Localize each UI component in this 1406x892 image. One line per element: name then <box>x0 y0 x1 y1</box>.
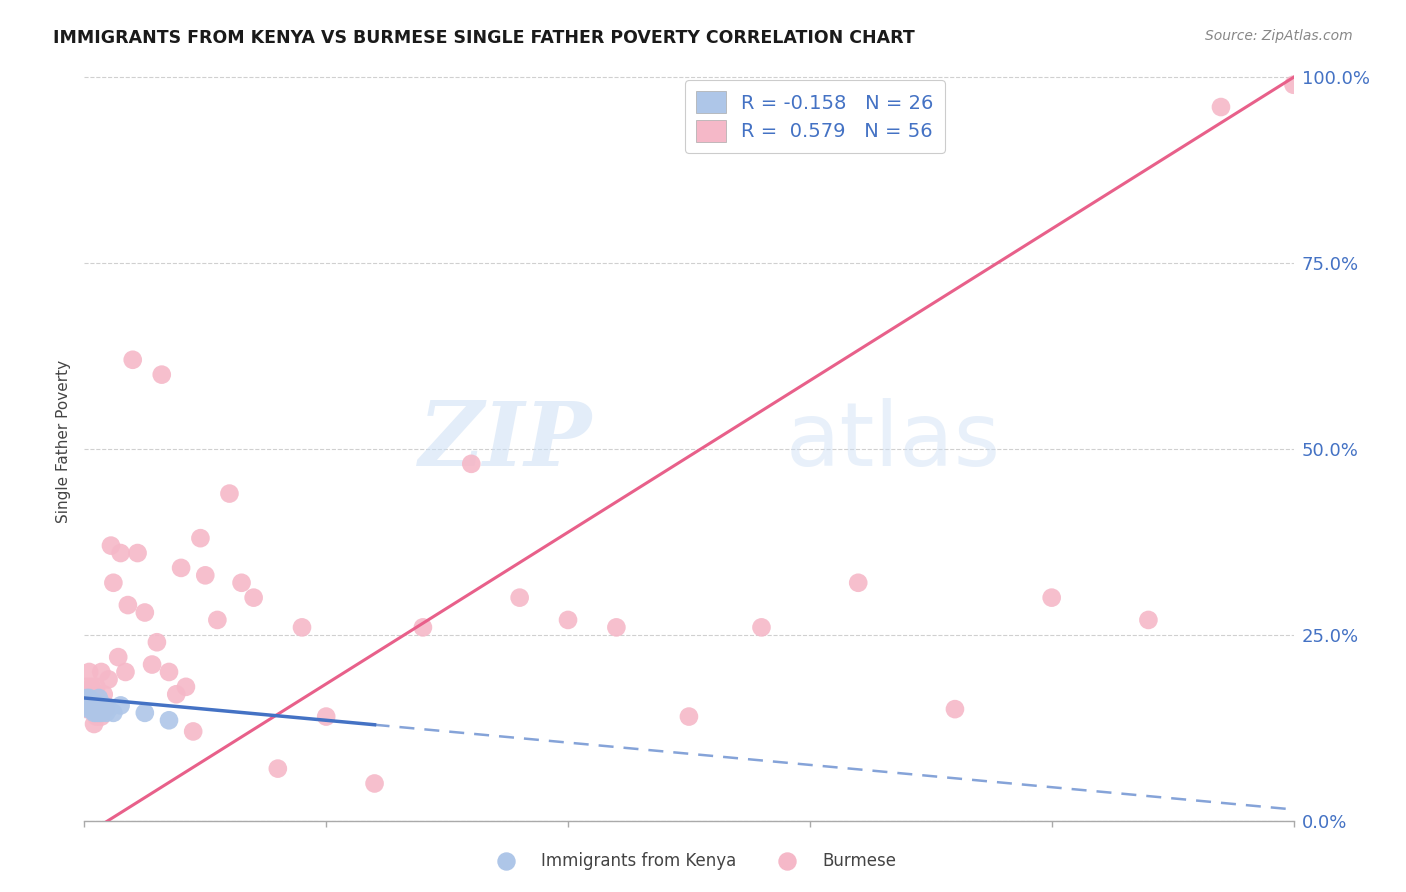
Point <box>103 575 125 590</box>
Point <box>127 546 149 560</box>
Point <box>363 776 385 790</box>
Text: ZIP: ZIP <box>419 399 592 484</box>
Point <box>460 457 482 471</box>
Point <box>1040 591 1063 605</box>
Point <box>76 680 98 694</box>
Point <box>77 695 100 709</box>
Point <box>80 680 103 694</box>
Text: Source: ZipAtlas.com: Source: ZipAtlas.com <box>1205 29 1353 43</box>
Point <box>80 702 103 716</box>
Point <box>107 650 129 665</box>
Point <box>150 368 173 382</box>
Point <box>86 702 108 716</box>
Point <box>77 698 100 713</box>
Point <box>90 709 112 723</box>
Point <box>207 613 229 627</box>
Point <box>77 690 100 705</box>
Point <box>242 591 264 605</box>
Point <box>90 665 112 679</box>
Point <box>181 724 204 739</box>
Point <box>90 706 112 720</box>
Point <box>77 665 100 679</box>
Point <box>315 709 337 723</box>
Legend: R = -0.158   N = 26, R =  0.579   N = 56: R = -0.158 N = 26, R = 0.579 N = 56 <box>685 79 945 153</box>
Point <box>134 706 156 720</box>
Point <box>557 613 579 627</box>
Point <box>1137 613 1160 627</box>
Point <box>165 687 187 701</box>
Point <box>86 698 108 713</box>
Point <box>87 690 110 705</box>
Point <box>110 698 132 713</box>
Point <box>76 698 98 713</box>
Point <box>83 695 105 709</box>
Point <box>94 702 117 716</box>
Point <box>170 561 193 575</box>
Point <box>943 702 966 716</box>
Point <box>110 546 132 560</box>
Point <box>605 620 627 634</box>
Point <box>77 695 100 709</box>
Text: atlas: atlas <box>786 398 1001 485</box>
Point <box>509 591 531 605</box>
Point <box>83 695 105 709</box>
Point <box>80 698 103 713</box>
Point <box>846 575 869 590</box>
Point <box>76 702 98 716</box>
Point <box>157 714 180 728</box>
Point <box>80 695 103 709</box>
Point <box>93 698 115 713</box>
Point <box>83 706 105 720</box>
Y-axis label: Single Father Poverty: Single Father Poverty <box>56 360 72 523</box>
Point <box>86 706 108 720</box>
Point <box>751 620 773 634</box>
Point <box>76 695 98 709</box>
Point <box>94 706 117 720</box>
Text: Immigrants from Kenya: Immigrants from Kenya <box>541 852 737 870</box>
Point <box>267 762 290 776</box>
Point <box>86 709 108 723</box>
Point <box>174 680 197 694</box>
Point <box>141 657 163 672</box>
Point <box>86 680 108 694</box>
Point <box>1282 78 1305 92</box>
Point <box>97 702 120 716</box>
Point <box>103 706 125 720</box>
Point <box>117 598 139 612</box>
Point <box>218 486 240 500</box>
Point <box>678 709 700 723</box>
Point <box>80 702 103 716</box>
Point <box>134 606 156 620</box>
Text: Burmese: Burmese <box>823 852 897 870</box>
Point <box>93 687 115 701</box>
Point <box>87 706 110 720</box>
Point <box>97 673 120 687</box>
Point <box>194 568 217 582</box>
Point <box>146 635 169 649</box>
Point <box>76 690 98 705</box>
Point <box>1209 100 1232 114</box>
Text: IMMIGRANTS FROM KENYA VS BURMESE SINGLE FATHER POVERTY CORRELATION CHART: IMMIGRANTS FROM KENYA VS BURMESE SINGLE … <box>53 29 915 46</box>
Point <box>83 717 105 731</box>
Point <box>87 695 110 709</box>
Point <box>121 352 143 367</box>
Point <box>77 702 100 716</box>
Point <box>157 665 180 679</box>
Point <box>412 620 434 634</box>
Point <box>100 539 122 553</box>
Point <box>190 531 212 545</box>
Point <box>231 575 253 590</box>
Point <box>83 698 105 713</box>
Point <box>291 620 314 634</box>
Point <box>114 665 136 679</box>
